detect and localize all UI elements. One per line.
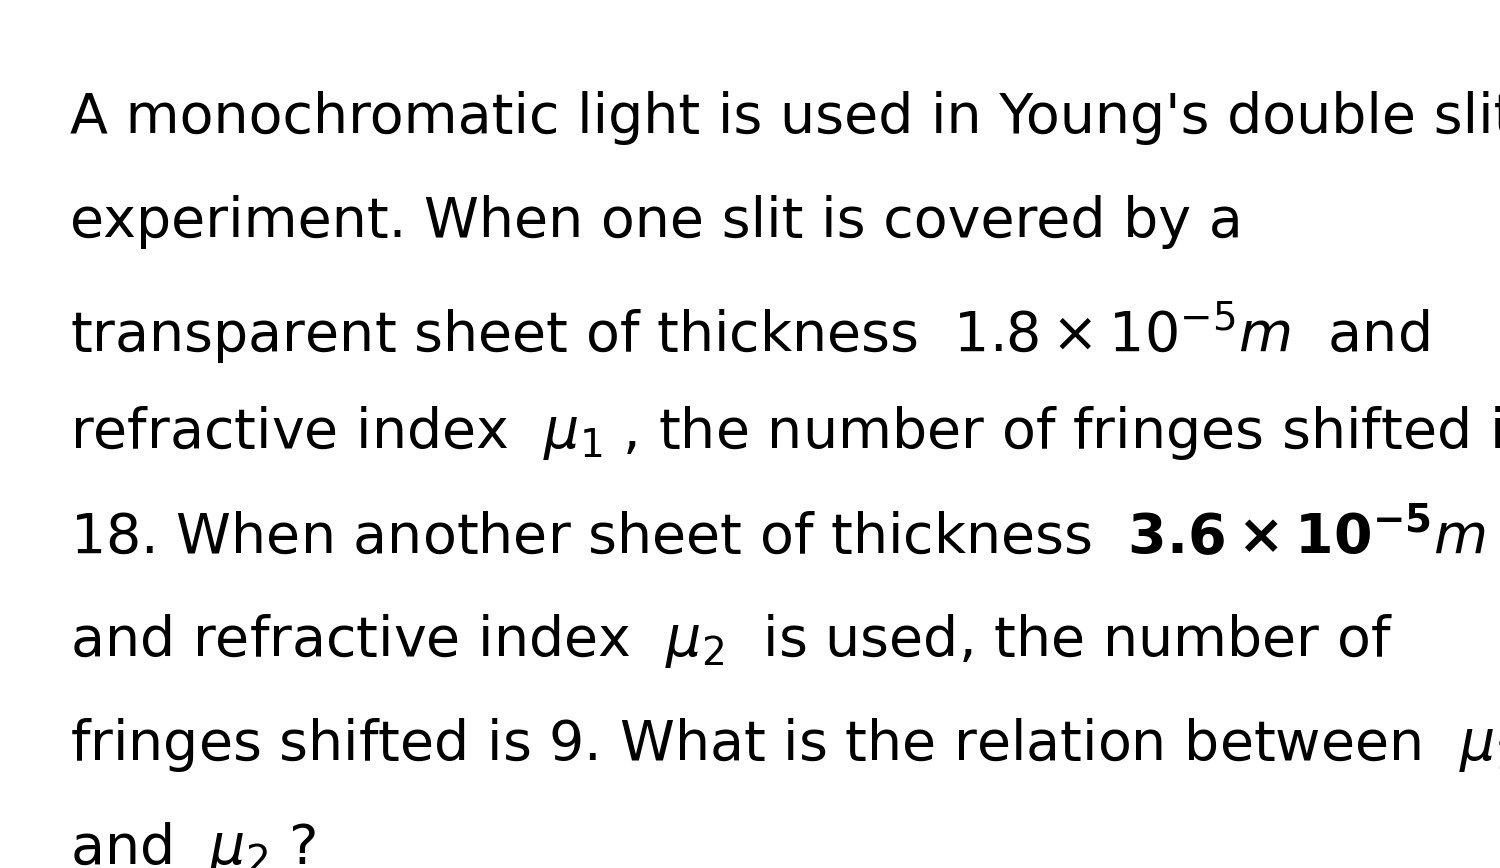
Text: and refractive index  $\mu_2$  is used, the number of: and refractive index $\mu_2$ is used, th… [70, 612, 1394, 670]
Text: 18. When another sheet of thickness  $\mathbf{3.6 \times 10^{-5}}\mathit{m}$: 18. When another sheet of thickness $\ma… [70, 508, 1486, 564]
Text: refractive index  $\mu_1$ , the number of fringes shifted is: refractive index $\mu_1$ , the number of… [70, 404, 1500, 462]
Text: fringes shifted is 9. What is the relation between  $\mu_1$: fringes shifted is 9. What is the relati… [70, 716, 1500, 774]
Text: experiment. When one slit is covered by a: experiment. When one slit is covered by … [70, 195, 1243, 249]
Text: A monochromatic light is used in Young's double slit: A monochromatic light is used in Young's… [70, 91, 1500, 145]
Text: and  $\mu_2$ ?: and $\mu_2$ ? [70, 820, 316, 868]
Text: transparent sheet of thickness  $1.8 \times 10^{-5}m$  and: transparent sheet of thickness $1.8 \tim… [70, 299, 1429, 366]
